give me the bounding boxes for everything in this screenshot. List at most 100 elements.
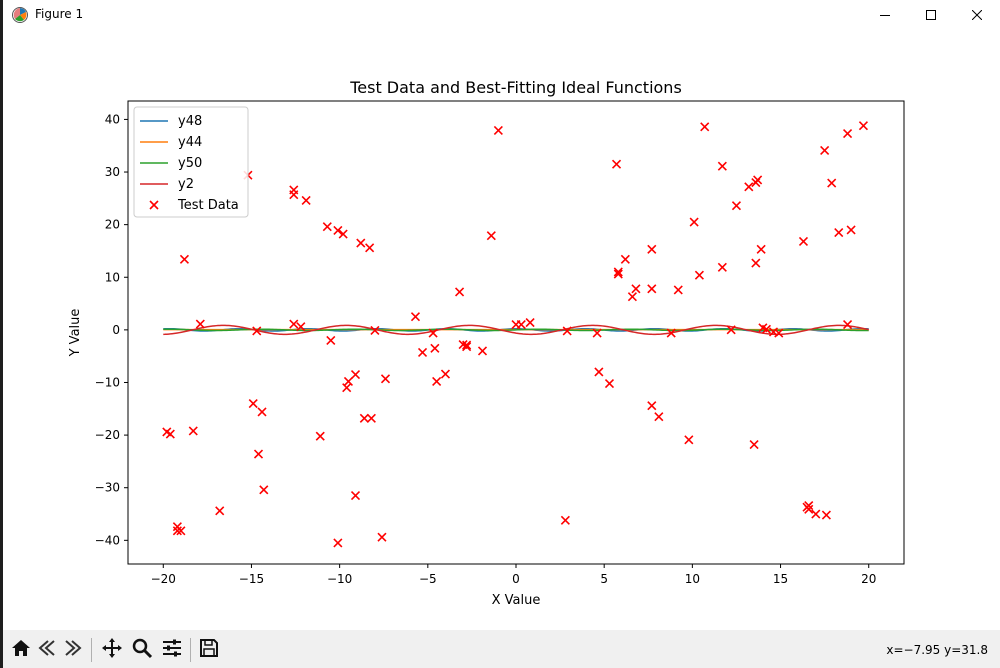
forward-button[interactable] bbox=[61, 638, 85, 662]
data-point bbox=[333, 538, 343, 548]
cursor-coordinates: x=−7.95 y=31.8 bbox=[886, 643, 988, 657]
data-point bbox=[289, 190, 299, 200]
legend-label: y2 bbox=[178, 177, 194, 192]
data-point bbox=[744, 182, 754, 192]
data-point bbox=[165, 429, 175, 439]
data-point bbox=[604, 378, 615, 389]
minimize-icon bbox=[880, 10, 890, 20]
data-point bbox=[410, 312, 421, 322]
save-button[interactable] bbox=[197, 638, 221, 662]
data-point bbox=[430, 343, 440, 353]
home-button[interactable] bbox=[9, 638, 33, 662]
data-point bbox=[377, 532, 387, 542]
data-point bbox=[731, 201, 742, 211]
data-point bbox=[562, 326, 572, 336]
data-point bbox=[700, 122, 710, 132]
data-point bbox=[756, 244, 766, 254]
data-point bbox=[257, 407, 267, 417]
data-point bbox=[359, 413, 369, 423]
data-point bbox=[842, 320, 853, 330]
data-point bbox=[631, 284, 641, 294]
data-point bbox=[179, 254, 190, 264]
data-point bbox=[486, 231, 496, 241]
data-point bbox=[858, 121, 869, 131]
save-icon bbox=[198, 637, 220, 663]
figure-canvas[interactable]: −20 −15 −10 −5 0 5 10 15 20 −40 −30 −20 −10 0 10 20 30 4… bbox=[3, 30, 1000, 630]
data-point bbox=[428, 328, 438, 338]
data-point bbox=[613, 269, 623, 279]
legend: y48 y44 y50 y2 Test Data bbox=[133, 106, 249, 218]
y-tick-label: 20 bbox=[105, 218, 120, 232]
close-icon bbox=[972, 10, 982, 20]
data-point bbox=[365, 243, 375, 253]
data-point bbox=[215, 506, 225, 516]
data-point bbox=[751, 258, 761, 268]
y-tick-label: −10 bbox=[95, 375, 120, 389]
x-tick-label: −15 bbox=[239, 572, 264, 586]
configure-subplots-icon bbox=[161, 637, 183, 663]
maximize-button[interactable] bbox=[908, 0, 954, 30]
x-tick-label: −5 bbox=[419, 572, 437, 586]
data-point bbox=[350, 370, 361, 380]
back-button[interactable] bbox=[35, 638, 59, 662]
data-point bbox=[176, 526, 186, 536]
function-lines bbox=[163, 324, 869, 336]
data-point bbox=[454, 287, 465, 297]
forward-icon bbox=[62, 637, 84, 663]
title-bar: Figure 1 bbox=[3, 0, 1000, 30]
toolbar-separator bbox=[91, 638, 92, 662]
data-point bbox=[342, 383, 352, 393]
configure-subplots-button[interactable] bbox=[160, 638, 184, 662]
data-point bbox=[356, 238, 366, 248]
data-point bbox=[322, 222, 332, 232]
x-axis-label: X Value bbox=[492, 593, 541, 608]
data-point bbox=[594, 367, 604, 377]
y-tick-label: 30 bbox=[105, 165, 120, 179]
zoom-icon bbox=[131, 637, 153, 663]
legend-label: y44 bbox=[178, 135, 202, 150]
minimize-button[interactable] bbox=[862, 0, 908, 30]
y-tick-label: −20 bbox=[95, 428, 120, 442]
data-point bbox=[613, 267, 623, 277]
data-point bbox=[774, 328, 784, 338]
data-point bbox=[726, 325, 736, 335]
navigation-toolbar: x=−7.95 y=31.8 bbox=[3, 630, 1000, 668]
data-point bbox=[253, 449, 264, 459]
data-point bbox=[462, 342, 472, 352]
data-point bbox=[440, 369, 451, 379]
chart: −20 −15 −10 −5 0 5 10 15 20 −40 −30 −20 −10 0 10 20 30 4… bbox=[68, 78, 905, 608]
data-point bbox=[338, 229, 348, 239]
data-point bbox=[689, 217, 699, 227]
close-button[interactable] bbox=[954, 0, 1000, 30]
data-point bbox=[289, 319, 299, 329]
legend-label: Test Data bbox=[177, 198, 239, 213]
legend-label: y48 bbox=[178, 114, 202, 129]
window-title: Figure 1 bbox=[35, 7, 84, 21]
data-point bbox=[673, 285, 683, 295]
left-edge-strip bbox=[0, 0, 3, 668]
data-point bbox=[301, 195, 311, 206]
x-tick-label: −10 bbox=[327, 572, 352, 586]
data-point bbox=[343, 376, 354, 386]
data-point bbox=[296, 322, 306, 332]
data-point bbox=[811, 509, 821, 519]
y-tick-label: −40 bbox=[95, 533, 120, 547]
data-point bbox=[620, 254, 630, 264]
data-point bbox=[749, 440, 759, 450]
x-tick-label: −20 bbox=[151, 572, 176, 586]
data-point bbox=[798, 236, 809, 247]
data-point bbox=[560, 515, 570, 525]
chart-title: Test Data and Best-Fitting Ideal Functio… bbox=[349, 78, 682, 97]
data-point bbox=[846, 225, 856, 235]
maximize-icon bbox=[926, 10, 936, 20]
data-point bbox=[370, 325, 380, 335]
data-point bbox=[315, 431, 325, 441]
data-point bbox=[525, 317, 535, 328]
data-point bbox=[188, 426, 198, 436]
test-data-points bbox=[162, 121, 869, 548]
y-tick-label: 10 bbox=[105, 270, 120, 284]
pan-button[interactable] bbox=[100, 638, 124, 662]
data-point bbox=[611, 159, 622, 169]
toolbar-separator bbox=[190, 638, 191, 662]
zoom-button[interactable] bbox=[130, 638, 154, 662]
